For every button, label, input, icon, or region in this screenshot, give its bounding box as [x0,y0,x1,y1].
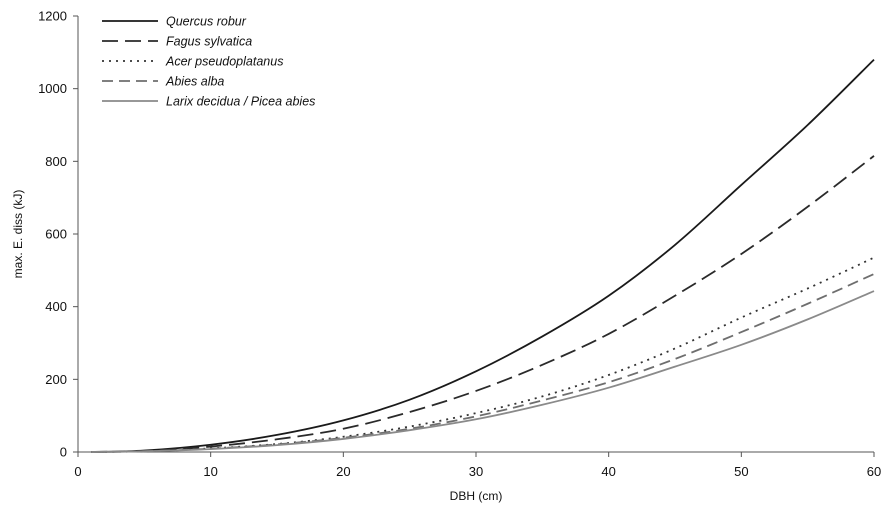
y-tick-label: 0 [60,445,67,460]
x-tick-label: 60 [867,464,881,479]
series-line-0 [91,58,875,453]
series-lines [91,58,875,453]
series-line-2 [91,256,875,453]
y-tick-label: 800 [45,154,67,169]
series-line-4 [91,290,875,453]
x-tick-label: 0 [74,464,81,479]
x-tick-label: 30 [469,464,483,479]
legend-label-0: Quercus robur [166,15,247,29]
series-line-1 [91,155,875,453]
x-tick-label: 50 [734,464,748,479]
y-axis-title: max. E. diss (kJ) [11,190,25,279]
legend: Quercus robur Fagus sylvatica Acer pseudop… [102,15,315,109]
legend-label-2: Acer pseudoplatanus [165,55,283,69]
y-tick-label: 400 [45,299,67,314]
x-tick-label: 10 [203,464,217,479]
y-tick-label: 600 [45,227,67,242]
y-tick-label: 200 [45,372,67,387]
legend-label-3: Abies alba [165,75,224,89]
x-axis-title: DBH (cm) [450,489,503,503]
legend-label-1: Fagus sylvatica [166,35,252,49]
series-line-3 [91,273,875,453]
ticks: 0 200 400 600 800 1000 1200 0 10 20 30 40 50 60 [38,9,881,480]
y-tick-label: 1000 [38,81,67,96]
x-tick-label: 40 [601,464,615,479]
legend-label-4: Larix decidua / Picea abies [166,95,315,109]
y-tick-label: 1200 [38,9,67,24]
x-tick-label: 20 [336,464,350,479]
